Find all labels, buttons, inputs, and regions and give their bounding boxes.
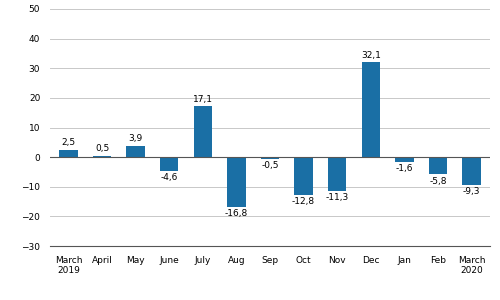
Bar xyxy=(294,157,313,195)
Text: -1,6: -1,6 xyxy=(396,164,413,173)
Bar xyxy=(462,157,481,185)
Text: -9,3: -9,3 xyxy=(463,187,480,196)
Text: -12,8: -12,8 xyxy=(292,197,315,206)
Bar xyxy=(395,157,413,162)
Bar xyxy=(194,106,212,157)
Bar xyxy=(160,157,178,171)
Text: -16,8: -16,8 xyxy=(225,209,248,218)
Text: 2,5: 2,5 xyxy=(62,138,76,147)
Text: -11,3: -11,3 xyxy=(326,193,349,202)
Bar xyxy=(93,156,112,157)
Text: -5,8: -5,8 xyxy=(429,177,446,186)
Bar xyxy=(328,157,346,190)
Text: 17,1: 17,1 xyxy=(193,95,213,104)
Bar xyxy=(227,157,246,207)
Text: -0,5: -0,5 xyxy=(261,161,278,170)
Text: 3,9: 3,9 xyxy=(128,134,143,143)
Bar xyxy=(362,62,380,157)
Bar xyxy=(59,150,78,157)
Text: 32,1: 32,1 xyxy=(361,51,380,60)
Bar xyxy=(261,157,279,159)
Text: 0,5: 0,5 xyxy=(95,144,109,153)
Text: -4,6: -4,6 xyxy=(160,173,178,182)
Bar xyxy=(126,146,145,157)
Bar xyxy=(428,157,447,174)
